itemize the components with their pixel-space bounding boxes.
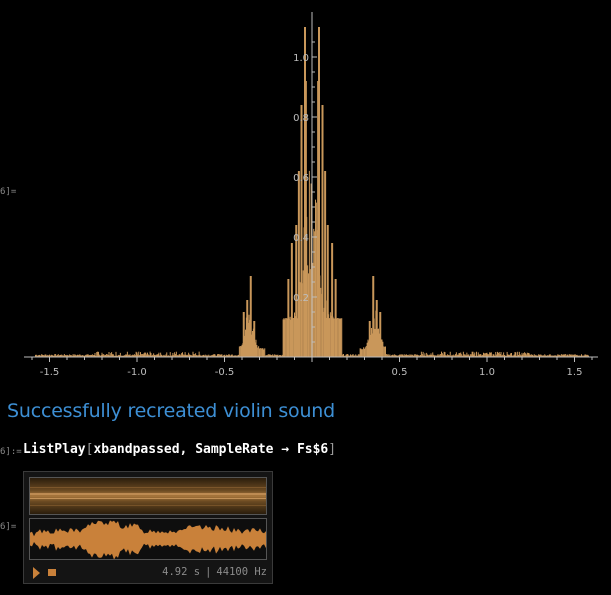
section-title: Successfully recreated violin sound [7, 400, 336, 422]
spectrogram-panel [29, 477, 267, 515]
y-tick-label: 0.6 [293, 173, 309, 184]
code-function: ListPlay [23, 442, 86, 457]
y-tick-label: 0.8 [293, 113, 309, 124]
readout-separator: | [205, 566, 212, 578]
input-cell-label: 6]:= [0, 447, 22, 457]
code-close-bracket: ] [328, 442, 337, 457]
sound-player[interactable]: 4.92 s | 44100 Hz [23, 471, 273, 584]
plot-axes: -1.5 -1.0 -0.5 0.5 1.0 1.5 0.2 0.4 0.6 0.8 1.0 [24, 12, 598, 378]
code-input[interactable]: ListPlay[xbandpassed, SampleRate → Fs$6] [23, 442, 336, 457]
y-tick-label: 0.2 [293, 293, 309, 304]
spectrogram-image [30, 478, 266, 514]
x-tick-label: 1.0 [479, 367, 495, 378]
x-tick-label: -0.5 [215, 367, 235, 378]
play-icon[interactable] [33, 567, 40, 579]
player-readout: 4.92 s | 44100 Hz [162, 566, 267, 578]
code-open-bracket: [ [85, 442, 94, 457]
x-tick-label: -1.0 [127, 367, 147, 378]
x-tick-label: 1.5 [567, 367, 583, 378]
spectrum-plot: -1.5 -1.0 -0.5 0.5 1.0 1.5 0.2 0.4 0.6 0.8 1.0 [24, 12, 598, 378]
player-controls: 4.92 s | 44100 Hz [24, 562, 272, 584]
waveform-panel [29, 518, 267, 560]
sound-output-cell-label: 6]= [0, 522, 17, 532]
y-tick-label: 0.4 [293, 233, 309, 244]
stop-icon[interactable] [48, 569, 56, 576]
x-tick-label: 0.5 [392, 367, 408, 378]
y-tick-label: 1.0 [293, 53, 309, 64]
code-arguments: xbandpassed, SampleRate → Fs$6 [93, 442, 329, 457]
duration-readout: 4.92 s [162, 566, 201, 578]
waveform-shape [30, 520, 266, 559]
plot-output-cell-label: 6]= [0, 187, 17, 197]
waveform-image [30, 520, 266, 559]
sample-rate-readout: 44100 Hz [216, 566, 267, 578]
x-tick-label: -1.5 [40, 367, 60, 378]
